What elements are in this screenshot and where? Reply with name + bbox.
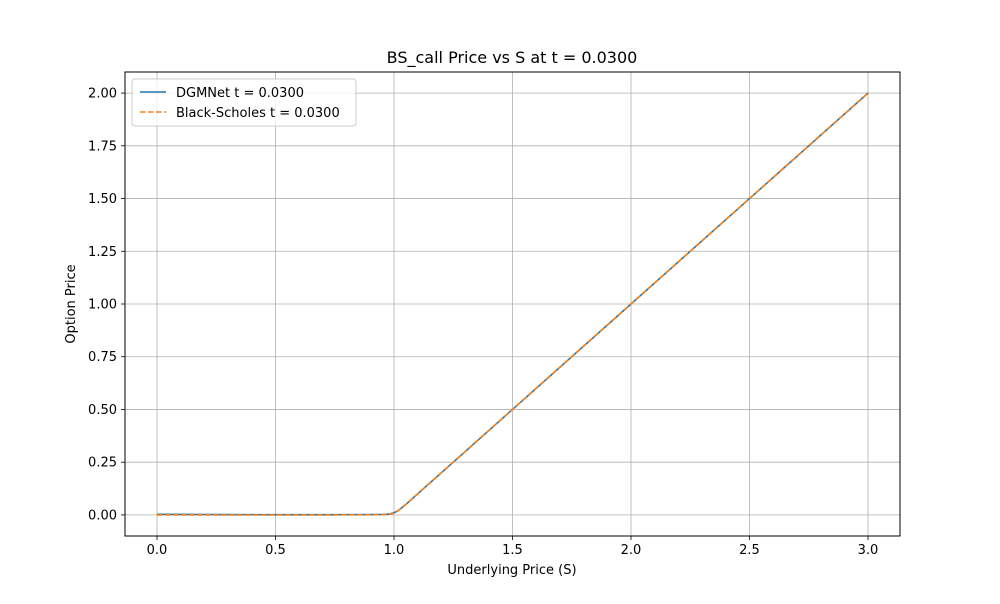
series-line-black-scholes <box>157 92 869 516</box>
x-tick-label: 2.0 <box>621 543 642 558</box>
y-tick-label: 0.50 <box>88 403 117 418</box>
x-tick-label: 2.5 <box>739 543 760 558</box>
y-tick-label: 1.25 <box>88 245 117 260</box>
legend: DGMNet t = 0.0300 Black-Scholes t = 0.03… <box>131 78 357 127</box>
y-tick-label: 0.25 <box>88 456 117 471</box>
y-tick-label: 1.00 <box>88 298 117 313</box>
x-tick-label: 1.0 <box>384 543 405 558</box>
y-tick-label: 0.00 <box>88 508 117 523</box>
y-tick-label: 1.75 <box>88 139 117 154</box>
chart-title: BS_call Price vs S at t = 0.0300 <box>387 48 638 68</box>
y-tick-label: 2.00 <box>88 87 117 102</box>
y-tick-label: 1.50 <box>88 192 117 207</box>
y-tick-label: 0.75 <box>88 350 117 365</box>
legend-label-dgmnet: DGMNet t = 0.0300 <box>176 86 304 101</box>
x-axis-label: Underlying Price (S) <box>447 563 576 578</box>
legend-box <box>131 78 357 127</box>
x-tick-label: 0.5 <box>265 543 286 558</box>
x-tick-label: 3.0 <box>858 543 879 558</box>
y-axis-label: Option Price <box>64 264 79 343</box>
x-tick-label: 0.0 <box>147 543 168 558</box>
x-tick-label: 1.5 <box>502 543 523 558</box>
series-lines <box>156 92 869 516</box>
axis-ticks: 0.0 0.5 1.0 1.5 2.0 2.5 3.0 0.00 0.25 0.50 0.75 1.0… <box>88 87 878 558</box>
legend-label-black-scholes: Black-Scholes t = 0.0300 <box>176 106 340 121</box>
